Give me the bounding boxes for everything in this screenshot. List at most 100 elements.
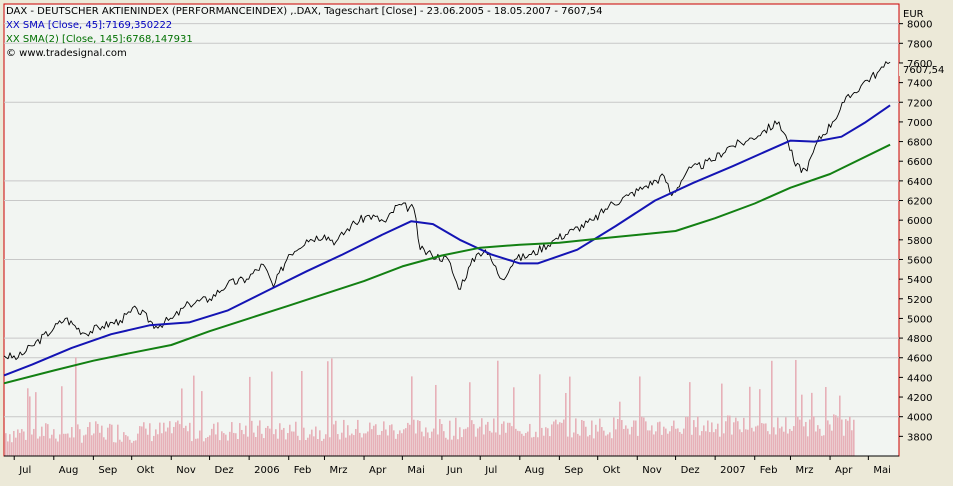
volume-bar: [15, 437, 17, 456]
volume-bar: [521, 433, 523, 456]
volume-bar: [507, 422, 509, 456]
volume-bar: [247, 436, 249, 456]
volume-bar: [419, 421, 421, 456]
volume-bar: [551, 424, 553, 456]
volume-bar: [129, 439, 131, 456]
volume-bar: [243, 434, 245, 456]
x-tick-label: Jul: [18, 465, 31, 476]
volume-bar: [439, 419, 441, 456]
volume-bar: [93, 433, 95, 456]
volume-bar: [489, 430, 491, 456]
volume-bar: [131, 442, 133, 456]
volume-bar: [641, 416, 643, 456]
volume-bar: [125, 435, 127, 456]
volume-bar: [147, 434, 149, 456]
volume-bar: [361, 437, 363, 456]
volume-bar: [197, 438, 199, 456]
volume-bar: [569, 376, 571, 456]
volume-bar: [49, 438, 51, 456]
volume-bar: [421, 431, 423, 456]
volume-bar: [35, 392, 37, 456]
volume-bar: [169, 421, 171, 456]
volume-bar: [333, 424, 335, 456]
volume-bar: [201, 391, 203, 456]
volume-bar: [571, 437, 573, 456]
volume-bar: [127, 436, 129, 456]
volume-bar: [99, 432, 101, 456]
volume-bar: [685, 416, 687, 456]
volume-bar: [223, 433, 225, 456]
volume-bar: [681, 433, 683, 456]
volume-bar: [799, 419, 801, 456]
volume-bar: [211, 428, 213, 456]
volume-bar: [279, 423, 281, 456]
volume-bar: [9, 434, 11, 456]
volume-bar: [321, 440, 323, 456]
volume-bar: [349, 435, 351, 456]
volume-bar: [699, 435, 701, 456]
volume-bar: [729, 415, 731, 456]
volume-bar: [167, 427, 169, 456]
volume-bar: [281, 429, 283, 456]
volume-bar: [505, 432, 507, 456]
volume-bar: [485, 424, 487, 456]
volume-bar: [347, 425, 349, 456]
volume-bar: [123, 432, 125, 456]
grid-lines: [4, 23, 899, 418]
volume-bar: [509, 422, 511, 456]
volume-bar: [353, 435, 355, 456]
x-tick-label: Apr: [835, 465, 853, 476]
y-tick-label: 6000: [907, 216, 932, 227]
volume-bar: [565, 392, 567, 456]
x-tick-label: Dez: [215, 465, 234, 476]
volume-bar: [631, 426, 633, 456]
volume-bar: [291, 431, 293, 456]
volume-bar: [327, 361, 329, 456]
x-tick-label: Dez: [681, 465, 700, 476]
volume-bar: [793, 426, 795, 456]
volume-bar: [677, 428, 679, 456]
volume-bar: [67, 433, 69, 456]
volume-bar: [561, 422, 563, 456]
volume-bar: [117, 424, 119, 456]
volume-bar: [229, 431, 231, 456]
volume-bar: [323, 438, 325, 456]
y-tick-label: 5600: [907, 255, 932, 266]
volume-bar: [191, 441, 193, 456]
volume-bar: [163, 422, 165, 456]
volume-bar: [133, 440, 135, 456]
volume-bar: [667, 433, 669, 456]
volume-bar: [429, 437, 431, 456]
volume-bar: [115, 442, 117, 456]
x-tick-label: Aug: [525, 465, 545, 476]
volume-bar: [55, 438, 57, 456]
volume-bar: [177, 420, 179, 456]
volume-bar: [549, 436, 551, 456]
volume-bar: [687, 417, 689, 456]
volume-bar: [473, 424, 475, 456]
volume-bar: [77, 424, 79, 456]
y-tick-label: 7200: [907, 98, 932, 109]
x-tick-label: Feb: [760, 465, 778, 476]
volume-bar: [543, 435, 545, 456]
volume-bar: [231, 422, 233, 456]
volume-bar: [175, 422, 177, 456]
volume-bar: [535, 431, 537, 456]
volume-bar: [451, 439, 453, 456]
volume-bar: [425, 427, 427, 456]
x-tick-label: Mrz: [795, 465, 813, 476]
volume-bar: [239, 423, 241, 456]
volume-bar: [455, 417, 457, 456]
volume-bar: [331, 358, 333, 456]
volume-bar: [815, 431, 817, 456]
volume-bar: [325, 434, 327, 456]
volume-bar: [537, 437, 539, 456]
volume-bar: [25, 439, 27, 456]
volume-bar: [181, 388, 183, 456]
volume-bar: [629, 434, 631, 456]
volume-bar: [769, 434, 771, 456]
volume-bar: [587, 436, 589, 456]
volume-bar: [575, 418, 577, 456]
volume-bar: [59, 434, 61, 456]
